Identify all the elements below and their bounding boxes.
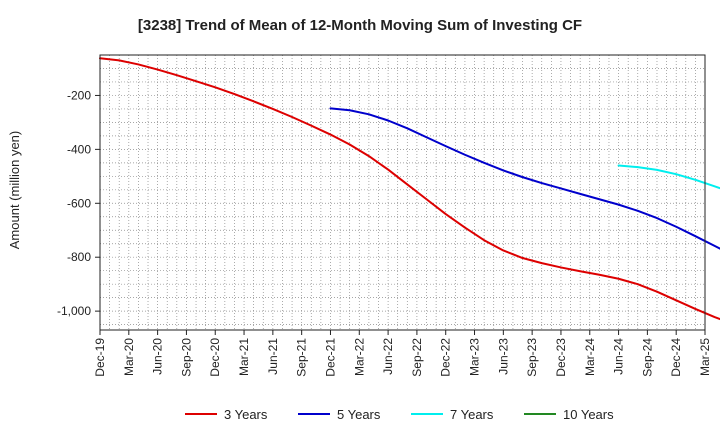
y-tick-label: -800	[67, 250, 91, 264]
x-tick-label: Dec-23	[554, 338, 568, 377]
x-tick-label: Jun-22	[381, 338, 395, 375]
y-tick-label: -1,000	[57, 304, 91, 318]
legend-label: 3 Years	[224, 407, 268, 422]
x-tick-label: Sep-21	[295, 338, 309, 377]
x-tick-label: Mar-21	[237, 338, 251, 376]
x-tick-label: Mar-24	[583, 338, 597, 376]
series-line-7-years	[617, 164, 720, 190]
legend-label: 10 Years	[563, 407, 614, 422]
x-tick-label: Dec-21	[323, 338, 337, 377]
plot-frame	[99, 54, 706, 331]
x-tick-label: Jun-23	[496, 338, 510, 375]
series-line-3-years	[99, 57, 720, 321]
series-layer	[99, 57, 720, 321]
x-tick-label: Jun-20	[151, 338, 165, 375]
legend-label: 7 Years	[450, 407, 494, 422]
x-tick-label: Sep-20	[179, 338, 193, 377]
y-tick-label: -400	[67, 142, 91, 156]
x-tick-label: Mar-22	[352, 338, 366, 376]
x-tick-label: Sep-24	[640, 338, 654, 377]
x-axis-ticks: Dec-19 Mar-20 Jun-20 Sep-20 Dec-20 Mar-21 Jun-…	[93, 330, 712, 377]
x-tick-label: Dec-20	[208, 338, 222, 377]
grid-lines	[100, 54, 705, 330]
y-axis-label: Amount (million yen)	[7, 131, 22, 250]
legend-label: 5 Years	[337, 407, 381, 422]
x-tick-label: Mar-20	[122, 338, 136, 376]
x-tick-label: Mar-25	[698, 338, 712, 376]
x-tick-label: Dec-19	[93, 338, 107, 377]
x-tick-label: Dec-22	[439, 338, 453, 377]
y-tick-label: -200	[67, 88, 91, 102]
x-tick-label: Jun-24	[612, 338, 626, 375]
y-axis-ticks: -200 -400 -600 -800 -1,000	[57, 88, 100, 318]
x-tick-label: Mar-23	[468, 338, 482, 376]
chart-title: [3238] Trend of Mean of 12-Month Moving …	[138, 17, 582, 34]
x-tick-label: Dec-24	[669, 338, 683, 377]
legend: 3 Years 5 Years 7 Years 10 Years	[185, 407, 614, 422]
x-tick-label: Sep-22	[410, 338, 424, 377]
x-tick-label: Sep-23	[525, 338, 539, 377]
series-line-5-years	[329, 107, 720, 250]
x-tick-label: Jun-21	[266, 338, 280, 375]
y-tick-label: -600	[67, 196, 91, 210]
